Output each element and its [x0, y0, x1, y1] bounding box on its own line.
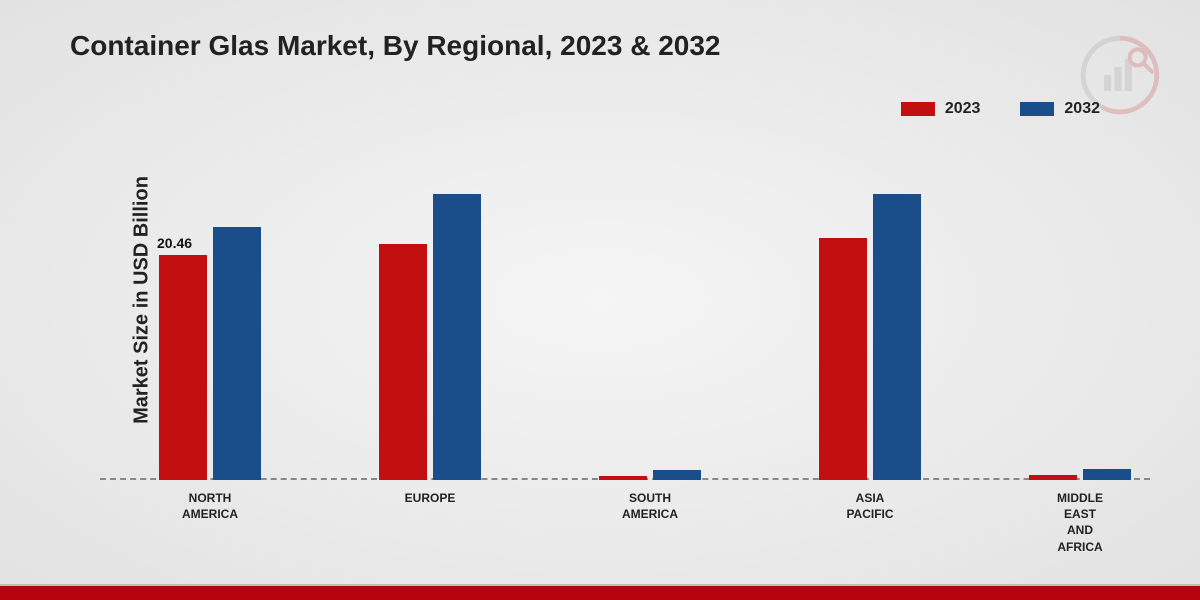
bar-2023	[819, 238, 867, 480]
legend-item-2032: 2032	[1020, 100, 1100, 118]
bar-2023	[1029, 475, 1077, 481]
x-axis-category-label: SOUTHAMERICA	[590, 490, 710, 522]
bar-2032	[433, 194, 481, 480]
bar-2023	[599, 476, 647, 480]
legend-label-2023: 2023	[945, 100, 981, 118]
footer-accent-bar	[0, 586, 1200, 600]
bar-2032	[873, 194, 921, 480]
legend: 2023 2032	[901, 100, 1100, 118]
bar-group	[819, 194, 921, 480]
legend-item-2023: 2023	[901, 100, 981, 118]
bar-value-label: 20.46	[157, 235, 192, 251]
plot-area: 20.46	[100, 150, 1150, 480]
x-axis-labels: NORTHAMERICA EUROPE SOUTHAMERICA ASIAPACIFI…	[100, 490, 1150, 570]
x-axis-category-label: ASIAPACIFIC	[810, 490, 930, 522]
legend-swatch-2032	[1020, 102, 1054, 116]
x-axis-category-label: NORTHAMERICA	[150, 490, 270, 522]
bar-2032	[653, 470, 701, 480]
chart-title: Container Glas Market, By Regional, 2023…	[70, 30, 720, 62]
x-axis-category-label: MIDDLEEASTANDAFRICA	[1020, 490, 1140, 555]
chart-container: Container Glas Market, By Regional, 2023…	[0, 0, 1200, 600]
bar-2023	[159, 255, 207, 480]
bar-2032	[213, 227, 261, 480]
bar-group	[599, 470, 701, 480]
bar-group	[159, 227, 261, 480]
bar-group	[1029, 469, 1131, 480]
x-axis-category-label: EUROPE	[370, 490, 490, 506]
bar-2023	[379, 244, 427, 481]
bar-group	[379, 194, 481, 480]
legend-swatch-2023	[901, 102, 935, 116]
bar-2032	[1083, 469, 1131, 480]
legend-label-2032: 2032	[1064, 100, 1100, 118]
